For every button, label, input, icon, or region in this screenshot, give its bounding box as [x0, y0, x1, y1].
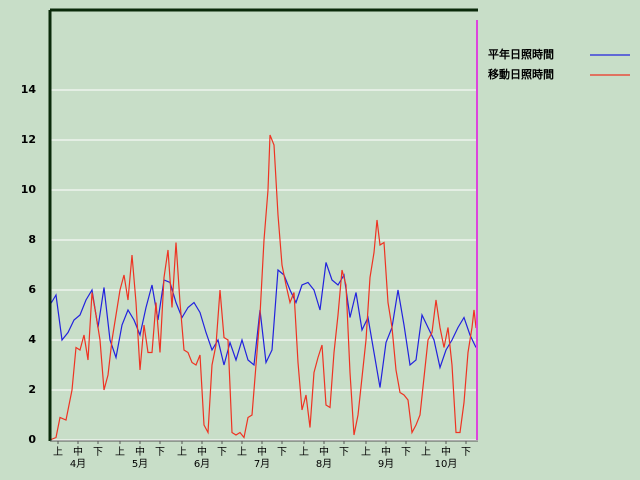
y-tick-label: 12	[21, 133, 36, 146]
x-tick-label: 上	[421, 446, 431, 458]
y-tick-label: 10	[21, 183, 37, 196]
x-tick-label: 上	[115, 446, 125, 458]
x-group-label: 5月	[132, 458, 148, 470]
plot	[49, 134, 478, 441]
legend-label: 移動日照時間	[488, 67, 554, 81]
x-group-label: 7月	[254, 458, 270, 470]
x-tick-label: 上	[361, 446, 371, 458]
y-tick-label: 14	[21, 83, 37, 96]
x-tick-label: 中	[73, 445, 83, 458]
y-tick-label: 6	[28, 283, 36, 296]
x-group-label: 6月	[194, 458, 210, 470]
y-tick-label: 4	[28, 333, 36, 346]
x-tick-label: 下	[155, 447, 165, 458]
x-group-label: 10月	[435, 458, 458, 470]
x-tick-label: 下	[461, 447, 471, 458]
x-tick-label: 下	[339, 447, 349, 458]
x-tick-label: 中	[197, 445, 207, 458]
x-group-label: 4月	[70, 458, 86, 470]
x-tick-label: 上	[53, 446, 63, 458]
x-tick-label: 中	[319, 445, 329, 458]
y-tick-label: 8	[28, 233, 36, 246]
legend-label: 平年日照時間	[488, 47, 554, 61]
x-tick-label: 中	[257, 445, 267, 458]
series-line	[49, 134, 478, 441]
x-tick-label: 中	[441, 445, 451, 458]
x-tick-label: 上	[237, 446, 247, 458]
x-tick-label: 下	[277, 447, 287, 458]
x-group-label: 9月	[378, 458, 394, 470]
x-tick-label: 中	[381, 445, 391, 458]
series-line	[49, 262, 477, 388]
labels: 02468101214上中下上中下上中下上中下上中下上中下上中下4月 5月 6月 7月…	[21, 47, 630, 470]
x-tick-label: 下	[217, 447, 227, 458]
x-tick-label: 中	[135, 445, 145, 458]
x-tick-label: 上	[177, 446, 187, 458]
x-group-label: 8月	[316, 458, 332, 470]
x-tick-label: 上	[299, 446, 309, 458]
x-tick-label: 下	[93, 447, 103, 458]
x-tick-label: 下	[401, 447, 411, 458]
y-tick-label: 0	[28, 433, 36, 446]
y-tick-label: 2	[28, 383, 36, 396]
